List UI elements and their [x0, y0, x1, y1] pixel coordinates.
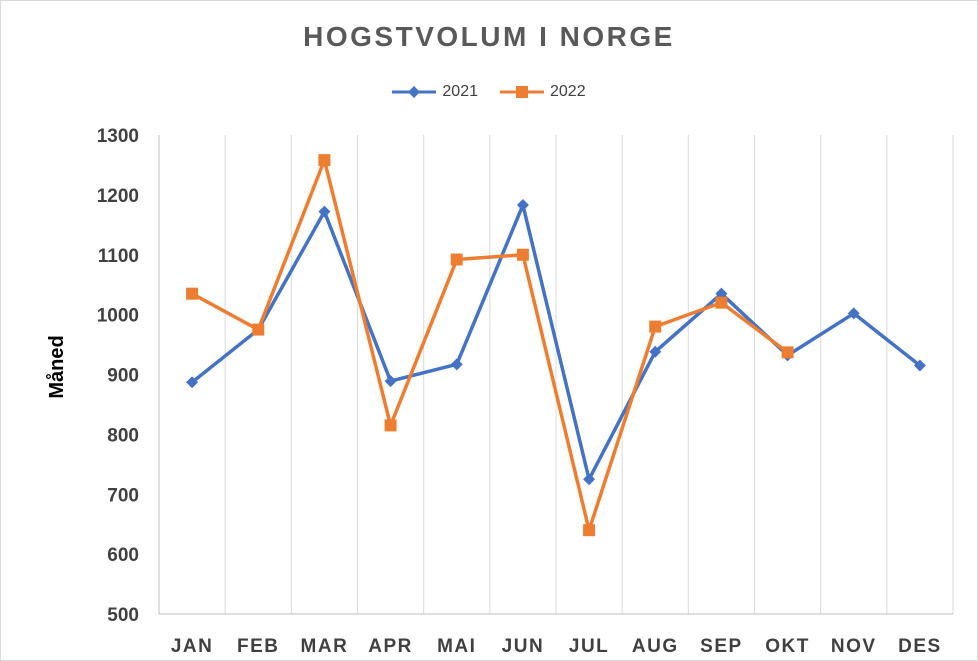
x-tick-jan: JAN: [171, 636, 214, 657]
x-tick-apr: APR: [368, 636, 413, 657]
point-2022-mai: [450, 253, 463, 266]
point-2022-okt: [781, 346, 794, 359]
point-2021-aug: [649, 345, 662, 358]
x-tick-mar: MAR: [301, 636, 349, 657]
point-2022-feb: [252, 323, 265, 336]
series-line-2021: [190, 203, 921, 482]
y-tick-1200: 1200: [97, 186, 139, 207]
y-axis-label: Måned: [45, 335, 68, 398]
y-tick-900: 900: [107, 366, 139, 387]
point-2022-mar: [318, 154, 331, 167]
axes: [158, 135, 953, 615]
point-2022-jun: [516, 248, 529, 261]
x-tick-labels: JAN FEB MAR APR MAI JUN JUL AUG SEP OKT NOV DES: [171, 636, 942, 657]
point-2022-apr: [384, 419, 397, 432]
grid-lines: [224, 135, 954, 614]
x-tick-nov: NOV: [831, 636, 877, 657]
point-2021-jun: [516, 199, 529, 212]
series-line-2022: [191, 158, 789, 532]
legend-item-2021: 2021: [392, 83, 478, 101]
x-tick-okt: OKT: [765, 636, 810, 657]
x-tick-jun: JUN: [502, 636, 545, 657]
point-2021-nov: [847, 307, 860, 320]
point-2021-mai: [450, 358, 463, 371]
point-2022-jan: [186, 287, 199, 300]
y-tick-labels: 500 600 700 800 900 1000 1100 1200 1300: [97, 126, 139, 626]
x-tick-mai: MAI: [437, 636, 476, 657]
point-2022-sep: [715, 296, 728, 309]
point-2021-jul: [583, 473, 596, 486]
chart-title: HOGSTVOLUM I NORGE: [303, 21, 675, 52]
y-tick-1000: 1000: [97, 306, 139, 327]
legend-label-2022: 2022: [550, 83, 586, 100]
x-tick-feb: FEB: [237, 636, 280, 657]
y-tick-1100: 1100: [98, 246, 139, 267]
legend-swatch-2021: [392, 86, 437, 98]
point-2021-des: [913, 359, 926, 372]
y-tick-500: 500: [107, 605, 139, 626]
series: [186, 154, 926, 537]
point-2021-apr: [384, 375, 397, 388]
point-2022-aug: [649, 320, 662, 333]
x-tick-des: DES: [898, 636, 942, 657]
x-tick-aug: AUG: [632, 636, 679, 657]
point-2021-mar: [318, 205, 331, 218]
x-tick-jul: JUL: [569, 636, 609, 657]
legend-item-2022: 2022: [500, 83, 586, 101]
point-2021-jan: [186, 376, 199, 389]
y-tick-600: 600: [107, 545, 139, 566]
y-tick-1300: 1300: [97, 126, 139, 147]
y-tick-800: 800: [107, 425, 139, 446]
legend-label-2021: 2021: [442, 83, 478, 100]
point-2022-jul: [583, 524, 596, 537]
legend: 2021 2022: [1, 83, 977, 101]
legend-swatch-2022: [500, 86, 544, 98]
x-tick-sep: SEP: [700, 636, 743, 657]
y-tick-700: 700: [107, 485, 139, 506]
